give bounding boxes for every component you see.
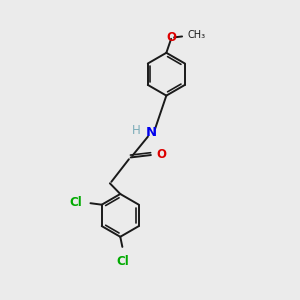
Text: H: H — [132, 124, 140, 137]
Text: Cl: Cl — [117, 255, 130, 268]
Text: O: O — [156, 148, 166, 161]
Text: O: O — [167, 31, 177, 44]
Text: N: N — [146, 126, 157, 139]
Text: CH₃: CH₃ — [187, 30, 205, 40]
Text: Cl: Cl — [70, 196, 83, 209]
